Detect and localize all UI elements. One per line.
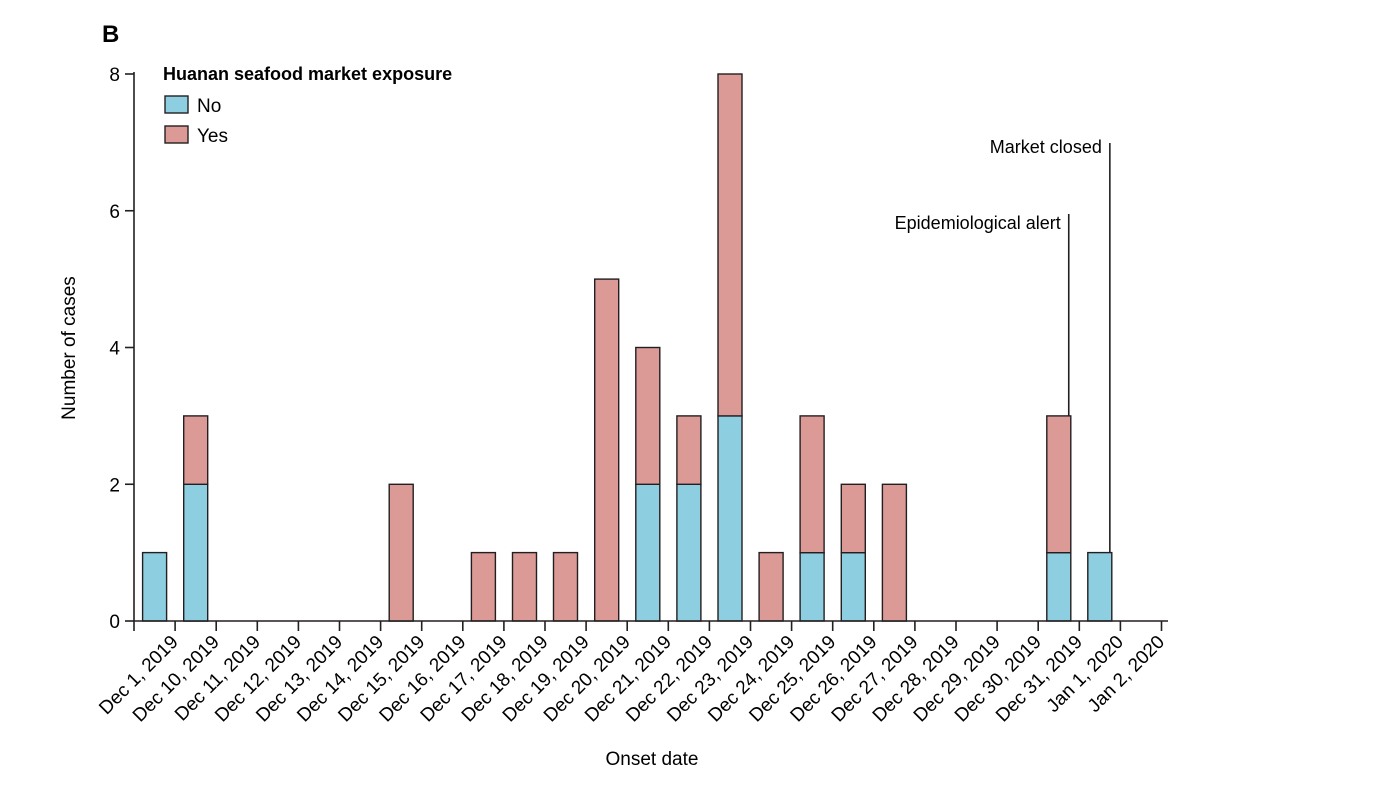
bar-yes-dec-31-2019 [1046, 415, 1072, 554]
bar-yes-dec-23-2019 [717, 73, 743, 417]
y-tick-label-2: 2 [109, 475, 120, 496]
bar-no-dec-1-2019 [141, 551, 168, 622]
bar-yes-dec-24-2019 [758, 551, 784, 622]
legend-label-no: No [197, 96, 221, 117]
legend-title: Huanan seafood market exposure [163, 64, 452, 84]
bars-layer [141, 73, 1113, 622]
legend-label-yes: Yes [197, 126, 228, 147]
bar-no-jan-1-2020 [1087, 551, 1113, 622]
bar-no-dec-21-2019 [635, 483, 661, 622]
x-axis-title: Onset date [606, 749, 699, 770]
bar-yes-dec-20-2019 [594, 278, 620, 622]
bar-no-dec-25-2019 [799, 551, 825, 622]
legend-swatch-yes [164, 125, 189, 144]
bar-no-dec-31-2019 [1046, 551, 1072, 622]
legend: Huanan seafood market exposure No Yes [163, 64, 452, 147]
bar-no-dec-22-2019 [676, 483, 702, 622]
y-ticks: 0 2 4 6 8 [109, 65, 134, 633]
y-tick-label-6: 6 [109, 202, 120, 223]
y-tick-label-8: 8 [109, 65, 120, 86]
bar-yes-dec-18-2019 [511, 551, 538, 622]
bar-yes-dec-25-2019 [799, 415, 825, 554]
legend-swatch-no [164, 95, 189, 114]
y-tick-label-4: 4 [109, 339, 120, 360]
bar-yes-dec-19-2019 [552, 551, 579, 622]
bar-no-dec-10-2019 [182, 483, 209, 622]
bar-yes-dec-26-2019 [840, 483, 866, 554]
bar-yes-dec-22-2019 [676, 415, 702, 485]
panel-label: B [102, 21, 119, 48]
bar-yes-dec-21-2019 [635, 346, 661, 486]
bar-yes-dec-10-2019 [182, 415, 209, 485]
bar-yes-dec-17-2019 [470, 551, 497, 622]
y-tick-label-0: 0 [109, 612, 120, 633]
bar-yes-dec-27-2019 [881, 483, 908, 622]
annotation-label-market-closed: Market closed [990, 137, 1102, 157]
annotation-label-epidemiological-alert: Epidemiological alert [895, 213, 1061, 233]
annotations-layer: Epidemiological alert Market closed [895, 137, 1111, 553]
bar-no-dec-26-2019 [840, 551, 866, 622]
bar-yes-dec-15-2019 [388, 483, 414, 622]
bar-no-dec-23-2019 [717, 415, 743, 622]
y-axis-title: Number of cases [59, 276, 80, 420]
